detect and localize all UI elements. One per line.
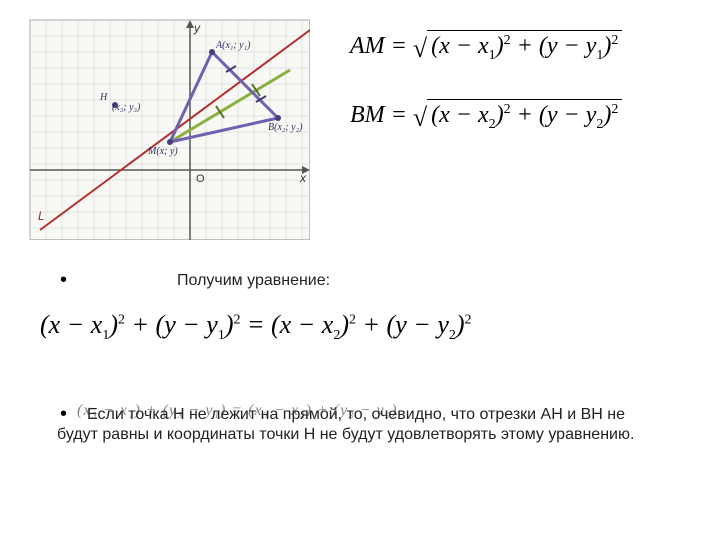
origin-label: O: [196, 173, 205, 185]
label-A: A(x₁; y₁): [215, 40, 251, 51]
label-H-sub: (x₃; y₃): [112, 102, 141, 113]
bullet-2-line2: будут равны и координаты точки H не буду…: [57, 424, 634, 444]
x-axis-label: x: [299, 171, 307, 185]
formulas: AM = √(x − x1)2 + (y − y1)2 BM = √(x − x…: [310, 10, 700, 240]
L-label: L: [38, 209, 45, 223]
y-axis-label: y: [193, 21, 201, 35]
coordinate-graph: A(x₁; y₁) B(x₂; y₂) M(x; y) H (x₃; y₃) y…: [20, 10, 310, 240]
bullet-1: • Получим уравнение:: [0, 250, 720, 290]
bullet-dot-2: •: [60, 404, 67, 424]
overlay-equation: (x₃ − x₁) + (y₃ − y₁) = (x₃ − x₂) + (y₃ …: [77, 402, 398, 420]
formula-AM: AM = √(x − x1)2 + (y − y1)2: [350, 30, 700, 64]
label-M: M(x; y): [147, 146, 178, 157]
big-equation: (x − x1)2 + (y − y1)2 = (x − x2)2 + (y −…: [0, 300, 720, 374]
formula-BM-lhs: BM: [350, 102, 385, 128]
point-M: [167, 139, 173, 145]
graph-svg: A(x₁; y₁) B(x₂; y₂) M(x; y) H (x₃; y₃) y…: [20, 10, 310, 240]
point-B: [275, 115, 281, 121]
formula-AM-lhs: AM: [350, 33, 385, 59]
bullet-dot-1: •: [60, 270, 67, 290]
formula-BM: BM = √(x − x2)2 + (y − y2)2: [350, 99, 700, 133]
bullet-2: • Если точка H не лежит на прямой, то, о…: [0, 374, 720, 444]
label-H: H: [99, 92, 108, 103]
bullet-1-text: Получим уравнение:: [87, 270, 330, 290]
point-A: [209, 49, 215, 55]
label-B: B(x₂; y₂): [268, 122, 303, 133]
